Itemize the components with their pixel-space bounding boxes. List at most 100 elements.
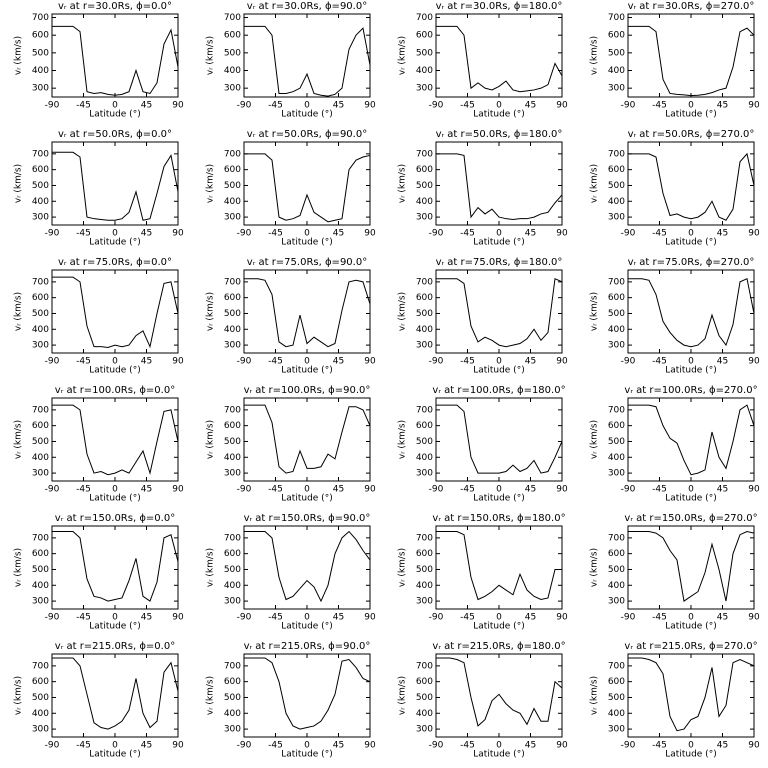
y-axis-label: vᵣ (km/s): [14, 548, 24, 587]
x-tick-label: -90: [45, 229, 60, 239]
x-axis-label: Latitude (°): [665, 366, 716, 376]
x-tick-label: -45: [268, 229, 283, 239]
y-tick-label: 500: [224, 48, 241, 58]
y-axis-label: vᵣ (km/s): [398, 36, 408, 75]
x-axis-label: Latitude (°): [473, 494, 524, 504]
y-tick-label: 400: [608, 325, 625, 335]
y-tick-label: 500: [32, 309, 49, 319]
y-tick-label: 500: [224, 437, 241, 447]
y-tick-label: 400: [224, 581, 241, 591]
data-line: [244, 25, 371, 97]
y-axis-label: vᵣ (km/s): [590, 548, 600, 587]
x-axis-label: Latitude (°): [281, 110, 332, 120]
y-tick-label: 700: [224, 149, 241, 159]
data-line: [436, 153, 563, 220]
x-axis-label: Latitude (°): [281, 750, 332, 760]
x-tick-label: 45: [525, 613, 536, 623]
y-tick-label: 400: [32, 709, 49, 719]
data-line: [628, 25, 755, 97]
panel-title: vᵣ at r=150.0Rs, ϕ=0.0°: [55, 513, 175, 524]
y-axis-label: vᵣ (km/s): [206, 164, 216, 203]
y-tick-label: 600: [224, 549, 241, 559]
y-tick-label: 500: [224, 181, 241, 191]
x-tick-label: 90: [556, 229, 568, 239]
y-tick-label: 600: [224, 293, 241, 303]
panel-title: vᵣ at r=100.0Rs, ϕ=0.0°: [55, 385, 175, 396]
x-tick-label: -90: [621, 741, 636, 751]
x-tick-label: 90: [364, 741, 376, 751]
y-tick-label: 400: [608, 581, 625, 591]
x-tick-label: -45: [268, 741, 283, 751]
y-tick-label: 500: [608, 181, 625, 191]
x-tick-label: 45: [333, 485, 344, 495]
panel: vᵣ at r=215.0Rs, ϕ=180.0° -90 -45 0 45 90 300 4…: [398, 641, 568, 760]
x-tick-label: 0: [112, 101, 118, 111]
x-tick-label: 45: [141, 101, 152, 111]
x-tick-label: 90: [748, 485, 760, 495]
y-axis-label: vᵣ (km/s): [14, 164, 24, 203]
y-tick-label: 300: [608, 341, 625, 351]
y-tick-label: 400: [608, 453, 625, 463]
x-tick-label: 90: [172, 101, 184, 111]
x-tick-label: -90: [237, 101, 252, 111]
y-tick-label: 300: [32, 213, 49, 223]
x-axis-label: Latitude (°): [665, 238, 716, 248]
y-tick-label: 300: [416, 597, 433, 607]
y-axis-label: vᵣ (km/s): [14, 292, 24, 331]
x-tick-label: 45: [525, 741, 536, 751]
data-line: [628, 404, 755, 476]
y-axis-label: vᵣ (km/s): [590, 420, 600, 459]
y-tick-label: 600: [224, 677, 241, 687]
x-axis-label: Latitude (°): [89, 238, 140, 248]
y-tick-label: 300: [32, 597, 49, 607]
panel: vᵣ at r=100.0Rs, ϕ=180.0° -90 -45 0 45 90 300 4…: [398, 385, 568, 504]
x-tick-label: -90: [237, 741, 252, 751]
y-tick-label: 400: [416, 453, 433, 463]
y-tick-label: 300: [32, 469, 49, 479]
plot-frame: [627, 141, 755, 226]
y-tick-label: 500: [416, 309, 433, 319]
x-tick-label: 0: [112, 613, 118, 623]
x-tick-label: 0: [496, 101, 502, 111]
y-tick-label: 700: [416, 405, 433, 415]
x-tick-label: 0: [304, 229, 310, 239]
panel: vᵣ at r=150.0Rs, ϕ=0.0° -90 -45 0 45 90 300 400…: [14, 513, 184, 632]
x-axis-label: Latitude (°): [665, 750, 716, 760]
x-tick-label: -45: [76, 101, 91, 111]
y-tick-label: 500: [32, 181, 49, 191]
y-tick-label: 300: [608, 213, 625, 223]
y-axis-label: vᵣ (km/s): [14, 420, 24, 459]
y-tick-label: 300: [416, 84, 433, 94]
y-tick-label: 400: [32, 453, 49, 463]
x-tick-label: 90: [172, 229, 184, 239]
x-axis-label: Latitude (°): [89, 366, 140, 376]
y-tick-label: 700: [32, 533, 49, 543]
y-tick-label: 400: [416, 325, 433, 335]
x-tick-label: 90: [364, 101, 376, 111]
y-tick-label: 300: [224, 341, 241, 351]
data-line: [52, 151, 179, 221]
panel-title: vᵣ at r=75.0Rs, ϕ=180.0°: [436, 257, 563, 268]
panel-title: vᵣ at r=30.0Rs, ϕ=0.0°: [58, 1, 172, 12]
x-axis-label: Latitude (°): [665, 494, 716, 504]
x-tick-label: -90: [429, 485, 444, 495]
y-tick-label: 600: [608, 165, 625, 175]
y-tick-label: 600: [416, 293, 433, 303]
y-tick-label: 700: [32, 405, 49, 415]
x-axis-label: Latitude (°): [473, 366, 524, 376]
panel: vᵣ at r=215.0Rs, ϕ=0.0° -90 -45 0 45 90 300 400…: [14, 641, 184, 760]
x-tick-label: 0: [688, 741, 694, 751]
data-line: [244, 657, 371, 730]
panel-title: vᵣ at r=215.0Rs, ϕ=90.0°: [244, 641, 371, 652]
x-tick-label: -90: [45, 357, 60, 367]
y-tick-label: 700: [416, 277, 433, 287]
y-tick-label: 400: [32, 197, 49, 207]
x-tick-label: 0: [304, 741, 310, 751]
y-tick-label: 600: [224, 165, 241, 175]
y-tick-label: 300: [32, 341, 49, 351]
x-axis-label: Latitude (°): [473, 750, 524, 760]
y-tick-label: 300: [608, 725, 625, 735]
x-tick-label: -45: [76, 613, 91, 623]
y-tick-label: 400: [416, 709, 433, 719]
x-tick-label: -45: [460, 613, 475, 623]
